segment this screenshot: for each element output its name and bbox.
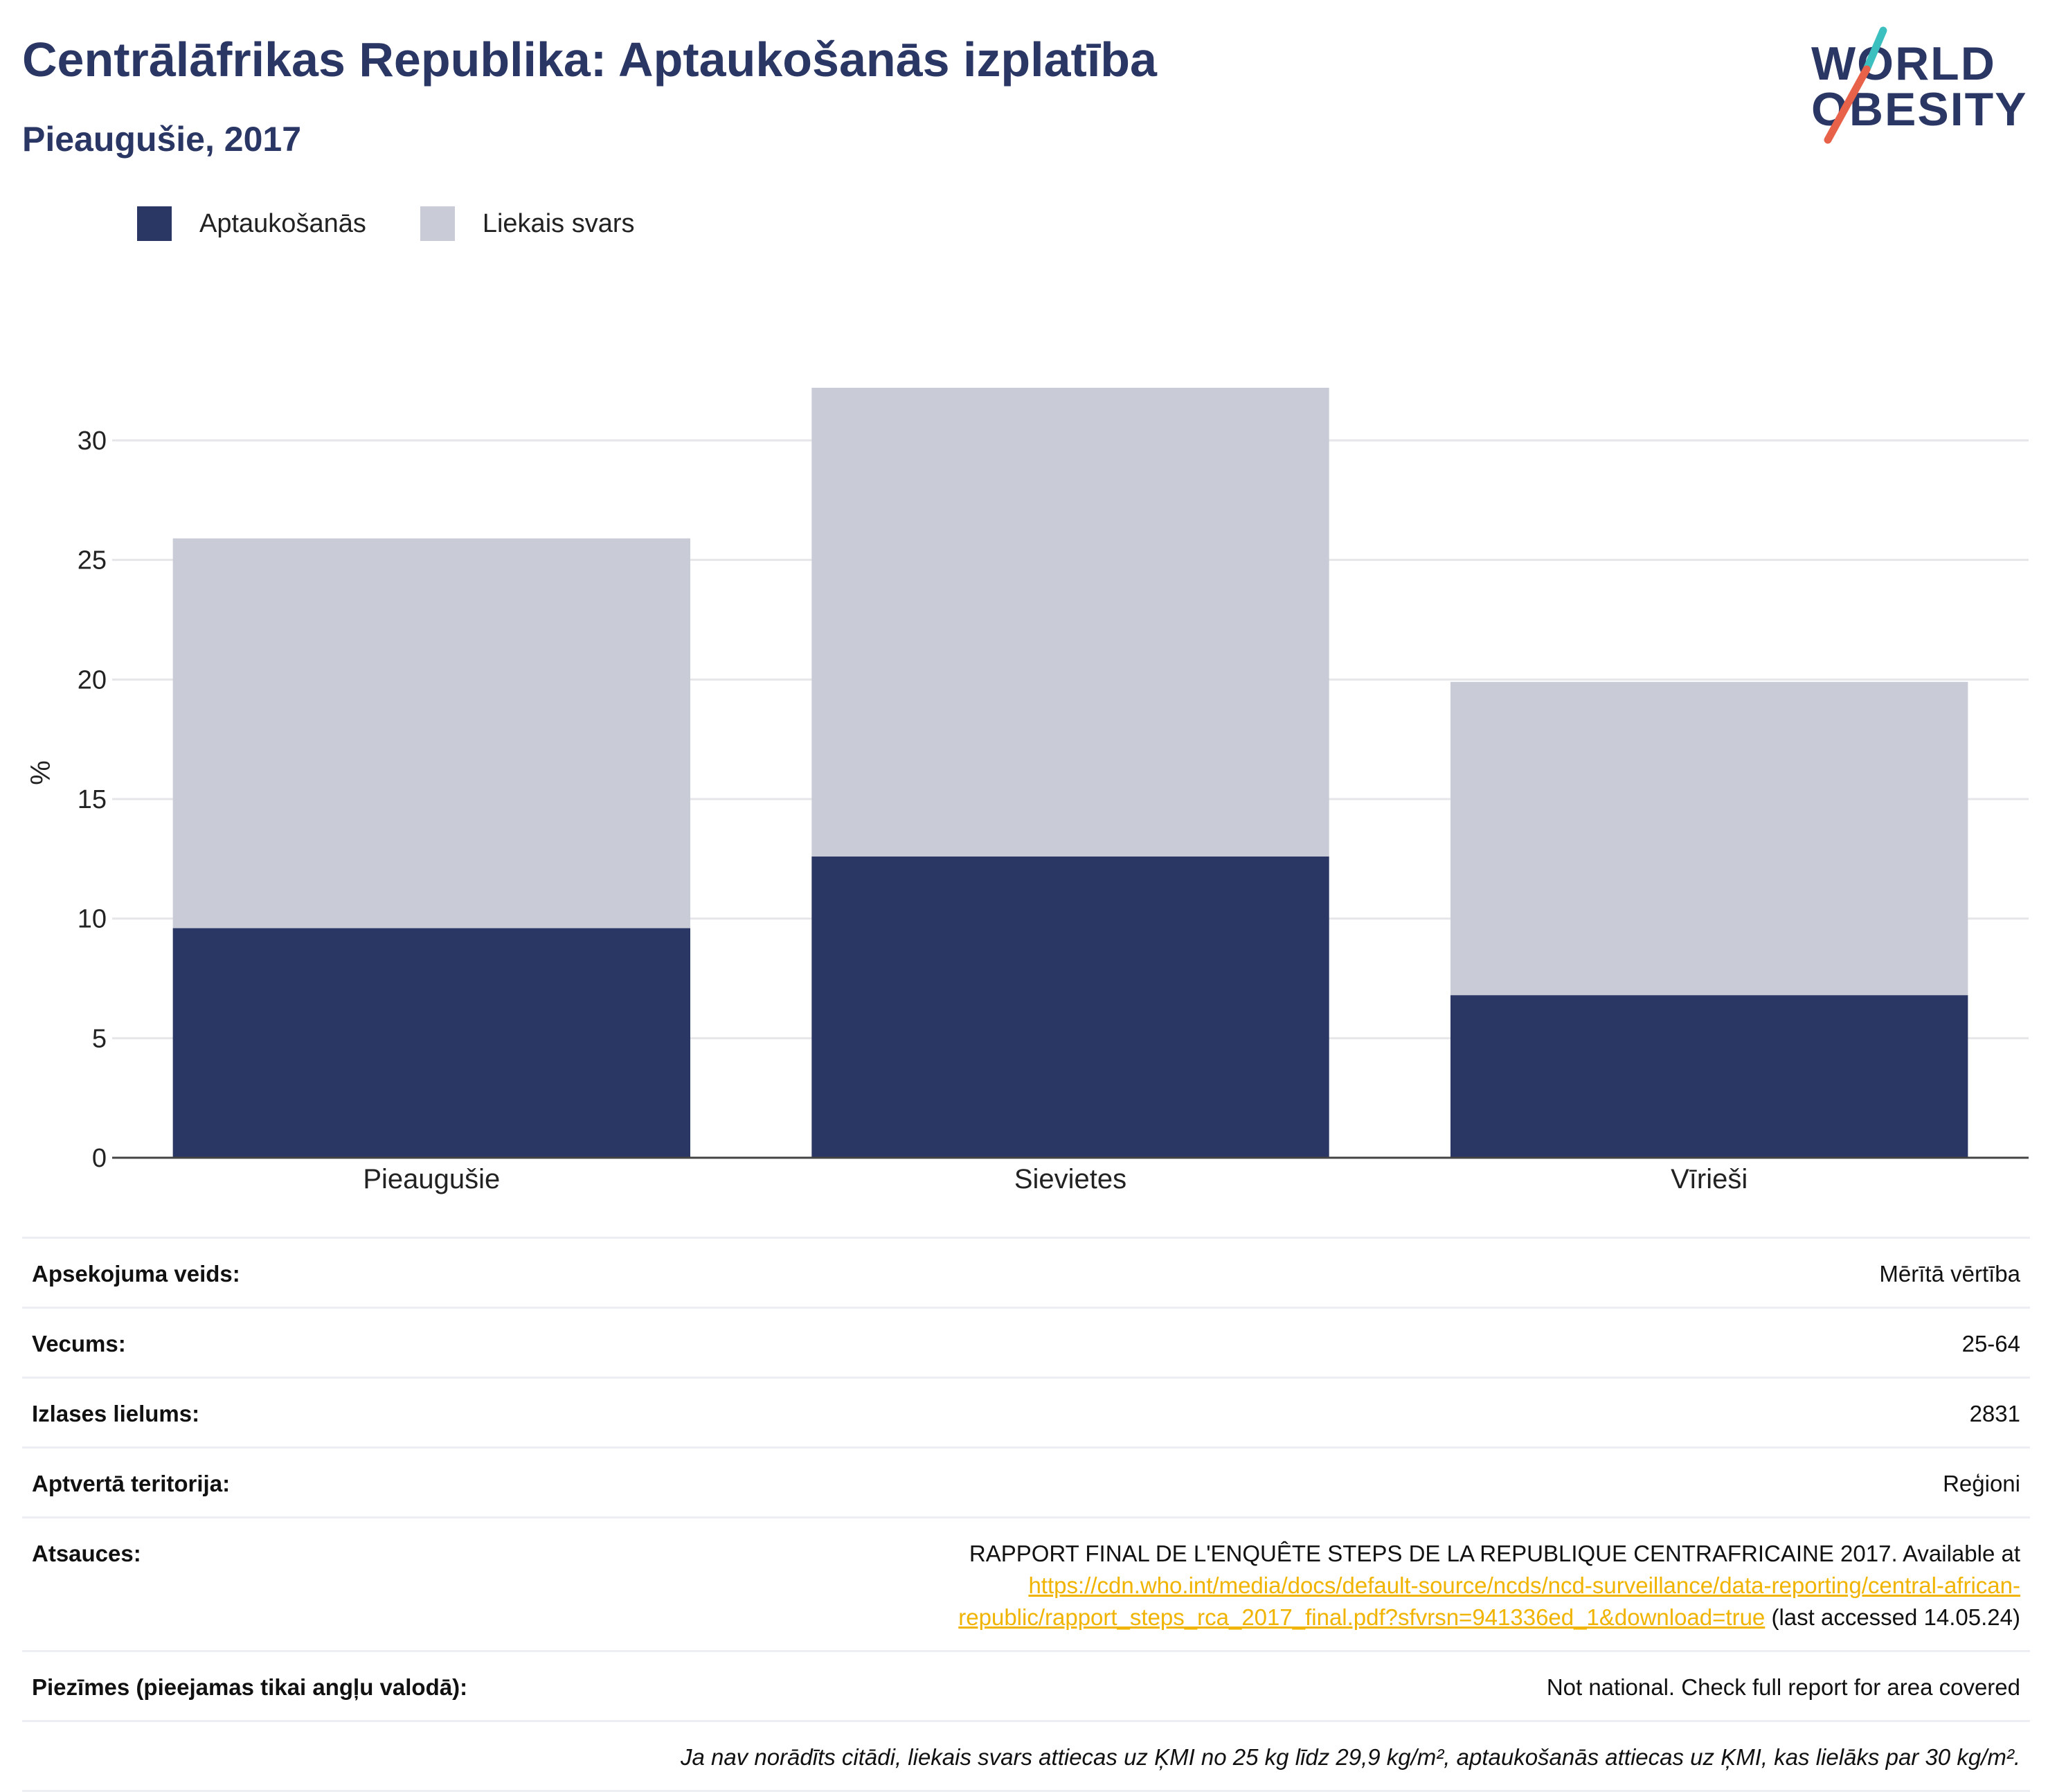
- bar-segment: [1450, 995, 1968, 1158]
- legend-swatch-overweight: [420, 206, 455, 241]
- info-table: Apsekojuma veids: Mērītā vērtība Vecums:…: [22, 1237, 2030, 1792]
- bar-segment: [1450, 681, 1968, 996]
- legend-item-obesity: Aptaukošanās: [137, 206, 366, 241]
- y-axis-label: %: [26, 760, 56, 785]
- legend-swatch-obesity: [137, 206, 172, 241]
- bar-segment: [172, 538, 691, 929]
- info-value: Reģioni: [1943, 1471, 2020, 1496]
- logo-slash-icon: [1824, 26, 1887, 144]
- reference-accessed: (last accessed 14.05.24): [1771, 1604, 2020, 1630]
- info-value: 2831: [1969, 1401, 2020, 1426]
- info-row-sample-size: Izlases lielums: 2831: [22, 1379, 2030, 1449]
- legend-label-obesity: Aptaukošanās: [199, 208, 366, 238]
- page-subtitle: Pieaugušie, 2017: [22, 120, 302, 159]
- info-value: Mērītā vērtība: [1879, 1261, 2020, 1287]
- x-tick-label: Pieaugušie: [363, 1164, 500, 1194]
- reference-link-part2[interactable]: republic/rapport_steps_rca_2017_final.pd…: [958, 1604, 1766, 1630]
- y-tick-label: 0: [92, 1144, 107, 1173]
- bar-segment: [811, 856, 1329, 1158]
- info-key: Apsekojuma veids:: [32, 1261, 240, 1287]
- y-tick-label: 30: [78, 427, 107, 456]
- legend-item-overweight: Liekais svars: [420, 206, 635, 241]
- info-row-survey-type: Apsekojuma veids: Mērītā vērtība: [22, 1239, 2030, 1309]
- world-obesity-logo: WORLD OBESITY: [1800, 21, 2036, 145]
- y-tick-label: 20: [78, 665, 107, 695]
- info-key: Piezīmes (pieejamas tikai angļu valodā):: [32, 1674, 468, 1700]
- y-tick-label: 15: [78, 785, 107, 814]
- reference-link-part1[interactable]: https://cdn.who.int/media/docs/default-s…: [1028, 1573, 2020, 1598]
- info-row-age: Vecums: 25-64: [22, 1309, 2030, 1379]
- legend-label-overweight: Liekais svars: [482, 208, 635, 238]
- info-row-area: Aptvertā teritorija: Reģioni: [22, 1449, 2030, 1518]
- info-key: Izlases lielums:: [32, 1401, 200, 1426]
- bar-segment: [811, 388, 1329, 857]
- logo-line1: WORLD: [1811, 37, 1996, 90]
- reference-title: RAPPORT FINAL DE L'ENQUÊTE STEPS DE LA R…: [969, 1541, 2020, 1566]
- info-row-notes: Piezīmes (pieejamas tikai angļu valodā):…: [22, 1652, 2030, 1722]
- info-row-references: Atsauces: RAPPORT FINAL DE L'ENQUÊTE STE…: [22, 1518, 2030, 1652]
- chart-legend: Aptaukošanās Liekais svars: [137, 206, 688, 241]
- stacked-bar-chart: 0 5 10 15 20 25 30% Pieaugušie Sievietes Vīrieši: [26, 388, 2029, 1194]
- y-tick-label: 5: [92, 1024, 107, 1053]
- x-tick-label: Vīrieši: [1671, 1164, 1748, 1194]
- y-tick-label: 25: [78, 546, 107, 575]
- page-title: Centrālāfrikas Republika: Aptaukošanās i…: [22, 33, 1157, 87]
- bmi-footnote: Ja nav norādīts citādi, liekais svars at…: [22, 1722, 2030, 1792]
- x-tick-label: Sievietes: [1014, 1164, 1126, 1194]
- bar-segment: [172, 928, 691, 1158]
- info-key: Atsauces:: [32, 1541, 141, 1566]
- info-value: 25-64: [1961, 1331, 2020, 1356]
- info-value: Not national. Check full report for area…: [1546, 1674, 2020, 1700]
- reference-text: RAPPORT FINAL DE L'ENQUÊTE STEPS DE LA R…: [958, 1538, 2020, 1633]
- info-key: Vecums:: [32, 1331, 126, 1356]
- y-tick-label: 10: [78, 905, 107, 934]
- info-key: Aptvertā teritorija:: [32, 1471, 231, 1496]
